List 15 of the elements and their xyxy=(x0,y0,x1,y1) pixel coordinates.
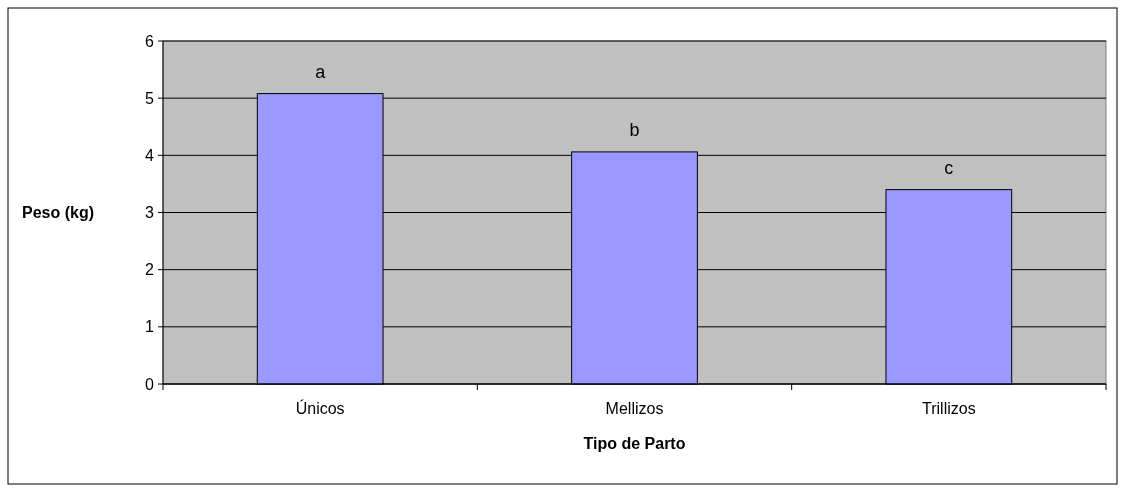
y-axis-title: Peso (kg) xyxy=(22,204,95,222)
annotation: a xyxy=(315,61,327,82)
annotation: b xyxy=(629,119,640,140)
annotation: c xyxy=(944,157,954,178)
y-tick-label: 5 xyxy=(145,89,155,107)
x-tick-label: Únicos xyxy=(295,399,345,417)
y-tick-label: 2 xyxy=(145,261,155,279)
y-tick-label: 3 xyxy=(145,204,155,222)
y-tick-label: 0 xyxy=(145,375,155,393)
x-tick-label: Trillizos xyxy=(922,400,976,417)
y-tick-label: 6 xyxy=(145,32,155,50)
y-tick-label: 1 xyxy=(145,318,155,336)
x-tick-label: Mellizos xyxy=(605,400,664,417)
x-axis-title: Tipo de Parto xyxy=(583,435,686,452)
y-tick-label: 4 xyxy=(145,146,155,164)
